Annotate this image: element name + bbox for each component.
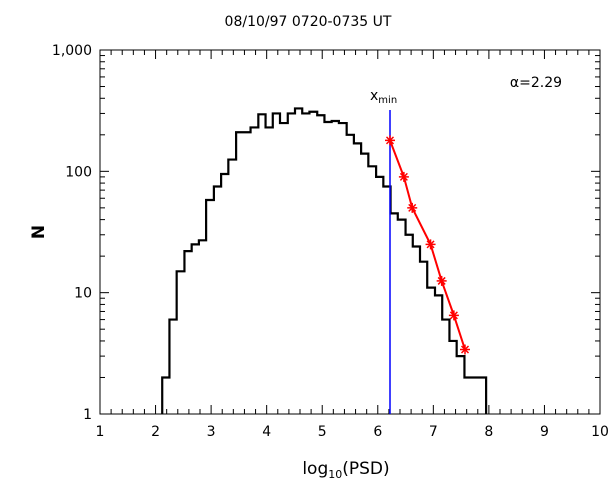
y-tick-labels: 1 10 100 1,000 <box>52 43 92 423</box>
histogram-series <box>161 107 488 414</box>
x-tick-label: 6 <box>373 424 382 440</box>
x-tick-labels: 1 2 3 4 5 6 7 8 9 10 <box>96 424 609 440</box>
fit-point-stroke <box>399 172 408 181</box>
xmin-label-x: x <box>370 88 378 104</box>
x-tick-label: 2 <box>151 424 160 440</box>
x-label-main: log <box>302 459 328 479</box>
y-axis-label: N <box>29 225 49 239</box>
fit-point <box>425 239 436 250</box>
plot-frame <box>99 49 601 415</box>
x-label-sub: 10 <box>328 468 342 481</box>
fit-point-stroke <box>460 345 470 354</box>
y-tick-label: 1,000 <box>52 43 92 59</box>
fit-point-stroke <box>426 240 435 249</box>
axis-ticks <box>99 49 601 415</box>
fit-point <box>460 344 470 355</box>
x-tick-label: 5 <box>318 424 327 440</box>
xmin-label: xmin <box>370 88 397 106</box>
fit-point <box>385 135 395 146</box>
fit-points <box>385 135 470 355</box>
x-tick-label: 10 <box>591 424 609 440</box>
alpha-label: α=2.29 <box>510 75 562 91</box>
xmin-label-sub: min <box>378 95 397 106</box>
fit-point <box>448 310 459 321</box>
x-tick-label: 4 <box>262 424 271 440</box>
x-label-suffix: (PSD) <box>342 459 389 479</box>
y-tick-label: 10 <box>74 286 92 302</box>
x-tick-label: 7 <box>429 424 438 440</box>
x-tick-label: 1 <box>96 424 105 440</box>
y-tick-label: 100 <box>65 164 92 180</box>
fit-point-stroke <box>437 276 446 285</box>
fit-point <box>398 171 409 182</box>
fit-point <box>436 275 447 286</box>
fit-point <box>407 202 418 213</box>
fit-point-stroke <box>449 311 458 320</box>
fit-point-stroke <box>408 203 417 212</box>
fit-point-stroke <box>385 136 395 145</box>
x-tick-label: 9 <box>540 424 549 440</box>
x-axis-label: log10(PSD) <box>302 459 389 481</box>
x-tick-label: 3 <box>207 424 216 440</box>
chart-title: 08/10/97 0720-0735 UT <box>225 14 392 30</box>
y-tick-label: 1 <box>83 407 92 423</box>
x-tick-label: 8 <box>484 424 493 440</box>
